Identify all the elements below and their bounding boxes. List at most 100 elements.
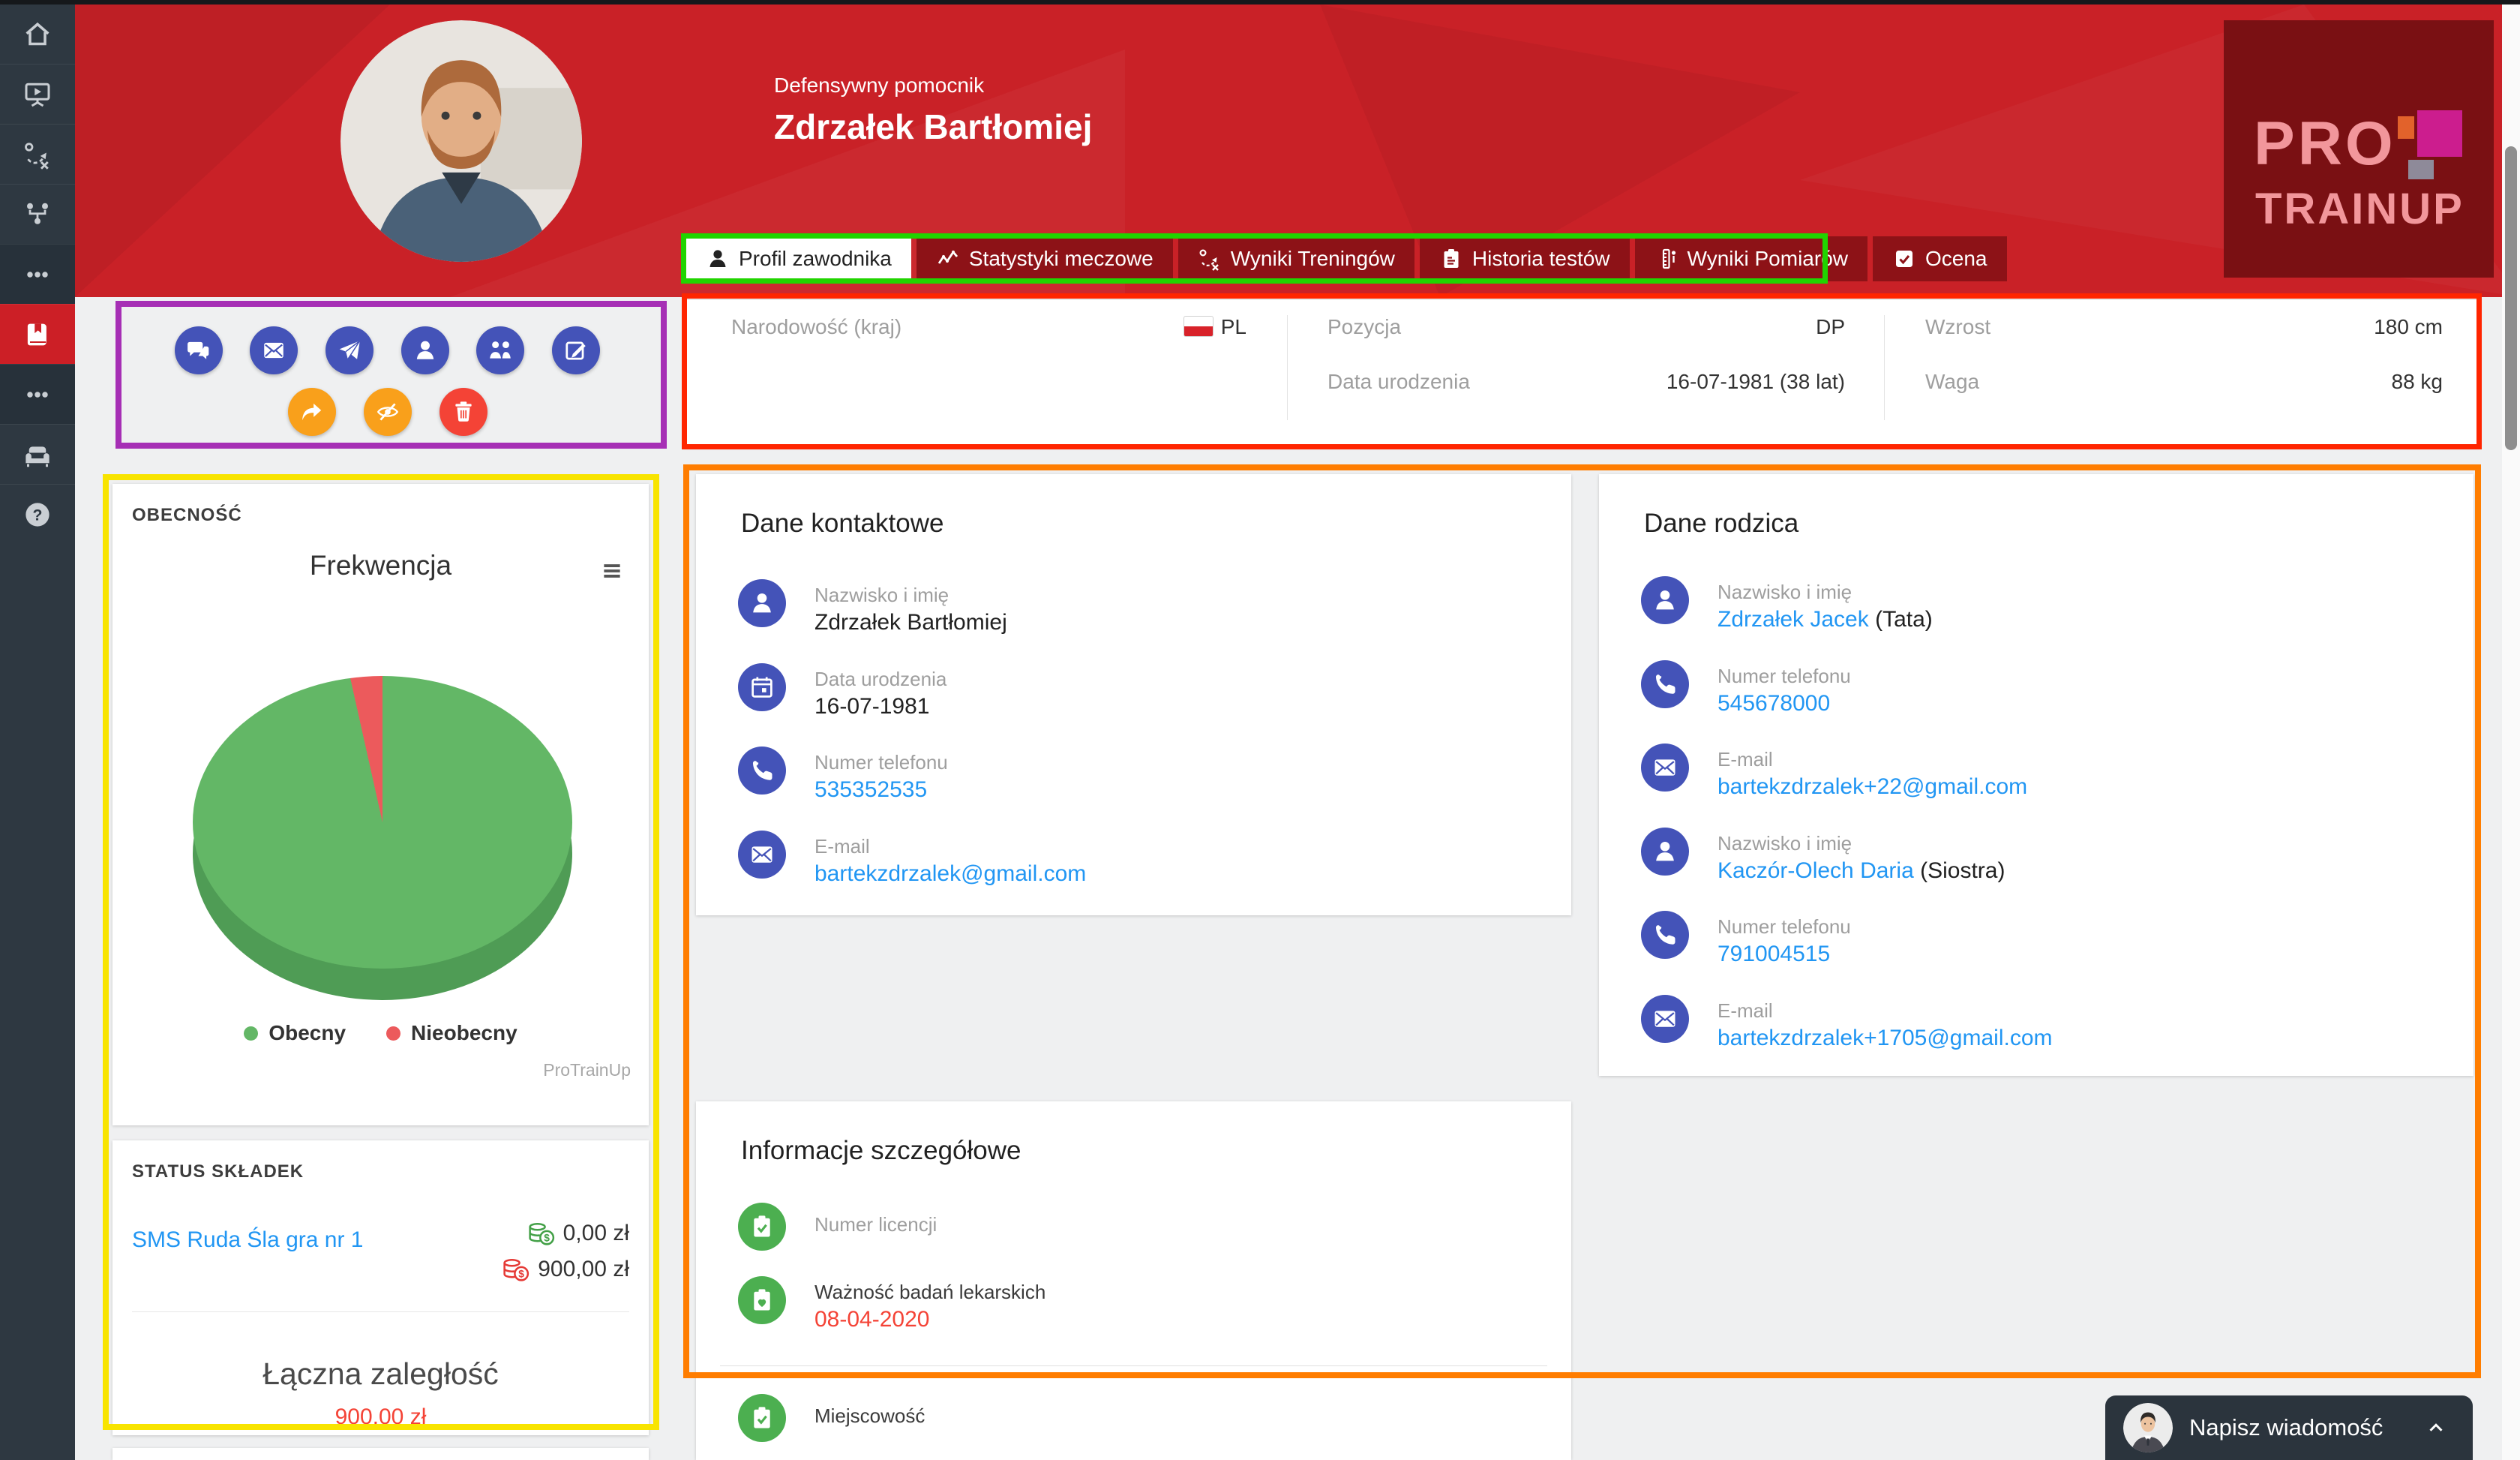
row-label: Nazwisko i imię bbox=[1718, 581, 1852, 603]
sidebar bbox=[0, 5, 75, 1460]
row-label: Nazwisko i imię bbox=[1718, 832, 1852, 855]
row-label: Nazwisko i imię bbox=[814, 584, 950, 606]
player-photo[interactable] bbox=[340, 20, 582, 262]
player-position-label: Defensywny pomocnik bbox=[774, 74, 985, 97]
weight-value: 88 kg bbox=[2391, 370, 2444, 393]
phone-link[interactable]: 791004515 bbox=[1718, 942, 1831, 966]
chart-legend: Obecny Nieobecny bbox=[112, 1021, 649, 1045]
tab-label: Ocena bbox=[1925, 247, 1988, 270]
sidebar-item-tactics[interactable] bbox=[0, 124, 75, 184]
tab-ocena[interactable]: Ocena bbox=[1873, 236, 2007, 281]
email-link[interactable]: bartekzdrzalek+1705@gmail.com bbox=[1718, 1026, 2053, 1050]
line-chart-icon bbox=[936, 247, 960, 271]
nationality-label: Narodowość (kraj) bbox=[731, 315, 902, 338]
tab-label: Wyniki Pomiarów bbox=[1687, 247, 1848, 270]
chat-widget[interactable]: Napisz wiadomość bbox=[2105, 1395, 2473, 1460]
tab-label: Wyniki Treningów bbox=[1230, 247, 1395, 270]
chat-avatar bbox=[2123, 1403, 2173, 1452]
chevron-up-icon[interactable] bbox=[2425, 1416, 2447, 1439]
row-label: Numer telefonu bbox=[1718, 915, 1851, 938]
row-label: E-mail bbox=[1718, 999, 1773, 1022]
tab-wyniki-pomiarow[interactable]: Wyniki Pomiarów bbox=[1634, 236, 1868, 281]
birthdate-value: 16-07-1981 (38 lat) bbox=[1666, 370, 1845, 393]
fee-due-amount: 900,00 zł bbox=[538, 1257, 629, 1281]
contact-row: Numer telefonu 535352535 bbox=[738, 747, 948, 807]
phone-icon bbox=[1641, 660, 1689, 708]
phone-link[interactable]: 535352535 bbox=[814, 777, 928, 802]
sidebar-item-more-bottom[interactable] bbox=[0, 364, 75, 424]
share-button[interactable] bbox=[288, 388, 336, 436]
hamburger-menu-icon bbox=[599, 558, 625, 584]
row-label: E-mail bbox=[1718, 748, 1773, 771]
fees-card: STATUS SKŁADEK SMS Ruda Śla gra nr 1 0,0… bbox=[112, 1140, 649, 1435]
legend-item-obecny[interactable]: Obecny bbox=[244, 1021, 346, 1045]
tab-profil-zawodnika[interactable]: Profil zawodnika bbox=[686, 236, 911, 281]
legend-item-nieobecny[interactable]: Nieobecny bbox=[386, 1021, 518, 1045]
lounge-icon bbox=[22, 440, 52, 470]
pie-top[interactable] bbox=[193, 676, 572, 969]
paper-plane-icon bbox=[337, 338, 362, 363]
chat-icon bbox=[186, 338, 212, 363]
relatives-button[interactable] bbox=[476, 326, 524, 374]
parent-card-title: Dane rodzica bbox=[1644, 509, 1799, 538]
chart-menu-button[interactable] bbox=[595, 556, 628, 586]
delete-button[interactable] bbox=[440, 388, 488, 436]
edit-button[interactable] bbox=[552, 326, 600, 374]
parent-name-link[interactable]: Zdrzałek Jacek bbox=[1718, 607, 1869, 632]
player-action-buttons bbox=[116, 301, 667, 449]
logo-square-orange bbox=[2398, 116, 2414, 139]
tab-statystyki-meczowe[interactable]: Statystyki meczowe bbox=[916, 236, 1173, 281]
chat-label: Napisz wiadomość bbox=[2189, 1414, 2384, 1440]
tab-label: Profil zawodnika bbox=[739, 247, 892, 270]
position-value: DP bbox=[1816, 315, 1845, 338]
tab-wyniki-treningow[interactable]: Wyniki Treningów bbox=[1178, 236, 1414, 281]
details-card: Informacje szczegółowe Numer licencji Wa… bbox=[696, 1101, 1571, 1460]
tab-label: Historia testów bbox=[1472, 247, 1610, 270]
sidebar-item-more-top[interactable] bbox=[0, 244, 75, 304]
position-label: Pozycja bbox=[1328, 315, 1402, 338]
legend-label: Nieobecny bbox=[411, 1021, 518, 1044]
email-link[interactable]: bartekzdrzalek+22@gmail.com bbox=[1718, 774, 2028, 799]
scrollbar-thumb[interactable] bbox=[2505, 146, 2517, 450]
protrainup-logo: PRO TRAINUP bbox=[2224, 20, 2494, 278]
divider bbox=[132, 1311, 629, 1312]
fee-item-link[interactable]: SMS Ruda Śla gra nr 1 bbox=[132, 1227, 364, 1252]
sidebar-item-video-board[interactable] bbox=[0, 64, 75, 124]
phone-link[interactable]: 545678000 bbox=[1718, 691, 1831, 716]
phone-icon bbox=[1641, 911, 1689, 959]
email-link[interactable]: bartekzdrzalek@gmail.com bbox=[814, 861, 1087, 886]
chat-button[interactable] bbox=[175, 326, 223, 374]
sidebar-item-help[interactable] bbox=[0, 484, 75, 544]
logo-square-magenta bbox=[2417, 110, 2462, 157]
trash-icon bbox=[451, 399, 476, 425]
phone-icon bbox=[738, 747, 786, 795]
send-message-button[interactable] bbox=[326, 326, 374, 374]
legend-label: Obecny bbox=[268, 1021, 346, 1044]
people-icon bbox=[488, 338, 513, 363]
details-row: Miejscowość bbox=[738, 1394, 925, 1442]
details-row: Numer licencji bbox=[738, 1203, 937, 1251]
email-button[interactable] bbox=[250, 326, 298, 374]
player-name: Zdrzałek Bartłomiej bbox=[774, 107, 1093, 146]
sidebar-item-home[interactable] bbox=[0, 5, 75, 64]
contact-card: Dane kontaktowe Nazwisko i imię Zdrzałek … bbox=[696, 474, 1571, 915]
scrollbar-track[interactable] bbox=[2502, 5, 2520, 1460]
row-label: Numer telefonu bbox=[814, 751, 948, 774]
sidebar-item-library-active[interactable] bbox=[0, 304, 75, 364]
clipboard-check-icon bbox=[738, 1203, 786, 1251]
height-value: 180 cm bbox=[2374, 315, 2443, 338]
fee-due-row: 900,00 zł bbox=[500, 1254, 629, 1284]
hide-button[interactable] bbox=[364, 388, 412, 436]
sidebar-item-lounge[interactable] bbox=[0, 424, 75, 484]
parent-name-link[interactable]: Kaczór-Olech Daria bbox=[1718, 858, 1914, 883]
parent-row: E-mail bartekzdrzalek+22@gmail.com bbox=[1641, 744, 2027, 804]
profile-button[interactable] bbox=[401, 326, 449, 374]
medical-expiry-value: 08-04-2020 bbox=[814, 1307, 930, 1332]
contact-row: E-mail bartekzdrzalek@gmail.com bbox=[738, 831, 1086, 891]
top-strip bbox=[0, 0, 2520, 5]
coins-red-icon bbox=[500, 1254, 530, 1284]
person-icon bbox=[412, 338, 438, 363]
sidebar-item-team-structure[interactable] bbox=[0, 184, 75, 244]
player-info-bar: Narodowość (kraj) PL Pozycja DP Data uro… bbox=[684, 300, 2480, 447]
tab-historia-testow[interactable]: Historia testów bbox=[1419, 236, 1630, 281]
